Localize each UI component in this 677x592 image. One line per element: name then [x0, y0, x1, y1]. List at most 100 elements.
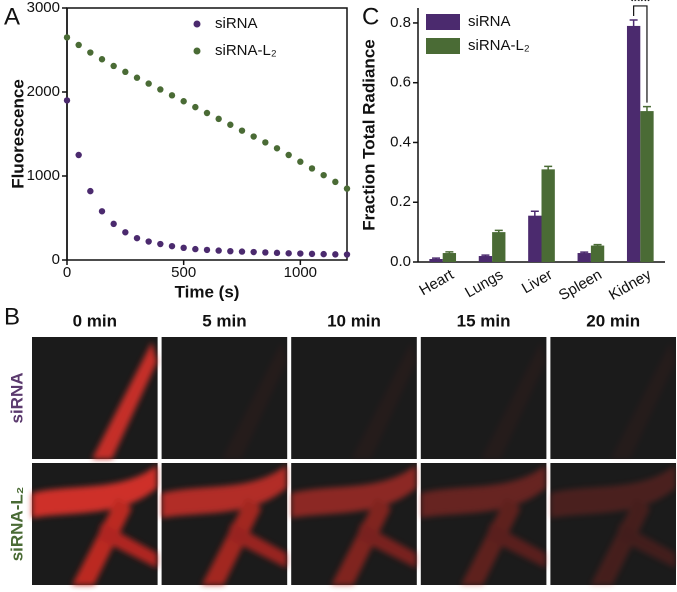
x-axis-label: Time (s) [175, 282, 240, 301]
legend-swatch [426, 14, 460, 30]
vessel-shape [331, 498, 392, 585]
data-point [215, 247, 222, 254]
data-point [75, 151, 82, 159]
annotation: *** [630, 0, 650, 10]
vessel-shape [590, 498, 651, 585]
vessel-shape [485, 523, 546, 568]
column-label: 20 min [586, 311, 640, 330]
panel-label: B [4, 303, 20, 330]
data-point [308, 165, 316, 172]
bar [429, 259, 443, 262]
data-point [122, 68, 129, 76]
data-point [273, 249, 281, 257]
data-point [145, 80, 152, 87]
vessel-shape [221, 342, 287, 459]
vessel [92, 342, 157, 459]
data-point [203, 246, 211, 254]
vessel-shape [72, 498, 132, 585]
data-point [285, 250, 292, 257]
bar [478, 256, 493, 262]
vessel-shape [226, 523, 287, 568]
error-bar [432, 257, 441, 260]
data-point [285, 151, 292, 159]
data-point [168, 92, 176, 99]
column-label: 5 min [202, 311, 246, 330]
data-point [192, 103, 199, 111]
data-point [133, 74, 141, 81]
error-bar [481, 254, 490, 257]
legend-marker [193, 47, 201, 55]
data-point [332, 178, 339, 186]
x-tick-label: Lungs [462, 266, 506, 301]
vessel [480, 342, 546, 459]
data-point [63, 97, 71, 104]
y-tick-label: 1000 [27, 167, 60, 184]
error-bar [629, 19, 638, 32]
legend-marker [193, 20, 201, 28]
data-point [110, 220, 117, 228]
data-point [320, 171, 327, 179]
data-point [122, 229, 129, 236]
plot-frame [66, 7, 348, 261]
data-point [145, 238, 152, 245]
y-axis-label: Fluorescence [8, 79, 27, 189]
x-tick-label: Liver [519, 266, 556, 297]
x-tick-label: Spleen [556, 266, 605, 304]
data-point [262, 139, 269, 146]
error-bar [530, 210, 539, 221]
vessel [161, 465, 287, 585]
data-point [98, 208, 106, 215]
y-axis-label: Fraction Total Radiance [359, 39, 378, 230]
vessel-shape [610, 342, 676, 459]
data-point [238, 248, 246, 255]
y-tick-label: 0.4 [390, 133, 411, 150]
column-label: 15 min [457, 311, 511, 330]
data-point [343, 251, 351, 258]
data-point [343, 185, 351, 192]
y-tick-label: 3000 [27, 0, 60, 16]
vessel [32, 465, 157, 585]
y-tick-label: 0.8 [390, 14, 411, 31]
data-point [215, 115, 222, 123]
x-tick-label: 500 [171, 264, 196, 281]
legend-swatch [426, 38, 460, 54]
bar [492, 232, 506, 262]
panel-label: C [362, 3, 379, 30]
data-point [332, 251, 339, 258]
y-tick-label: 2000 [27, 83, 60, 100]
vessel [610, 342, 676, 459]
column-label: 0 min [73, 311, 117, 330]
data-point [87, 187, 94, 195]
error-bar [642, 105, 651, 116]
bar [626, 25, 641, 262]
vessel-shape [460, 498, 521, 585]
data-point [238, 127, 246, 134]
error-bar [494, 229, 503, 234]
error-bar [593, 243, 602, 247]
data-point [227, 121, 234, 128]
vessel-shape [97, 523, 157, 568]
vessel-shape [351, 342, 417, 459]
error-bar [580, 251, 589, 254]
data-point [308, 250, 316, 258]
data-point [110, 62, 117, 70]
data-point [297, 250, 304, 257]
y-tick-label: 0 [52, 251, 60, 268]
bar [528, 215, 542, 262]
y-tick-label: 0.6 [390, 74, 411, 91]
vessel [221, 342, 287, 459]
vessel-shape [480, 342, 546, 459]
data-point [180, 98, 187, 105]
data-point [250, 133, 257, 140]
data-point [250, 248, 257, 256]
data-point [63, 34, 71, 41]
error-bar [544, 165, 553, 173]
row-label: siRNA-L₂ [7, 487, 26, 562]
significance-bracket [633, 5, 648, 103]
bar [640, 111, 654, 262]
vessel-shape [356, 523, 417, 568]
x-tick-label: Heart [416, 266, 457, 299]
row-label: siRNA [7, 372, 26, 423]
legend-label: siRNA [468, 13, 511, 30]
